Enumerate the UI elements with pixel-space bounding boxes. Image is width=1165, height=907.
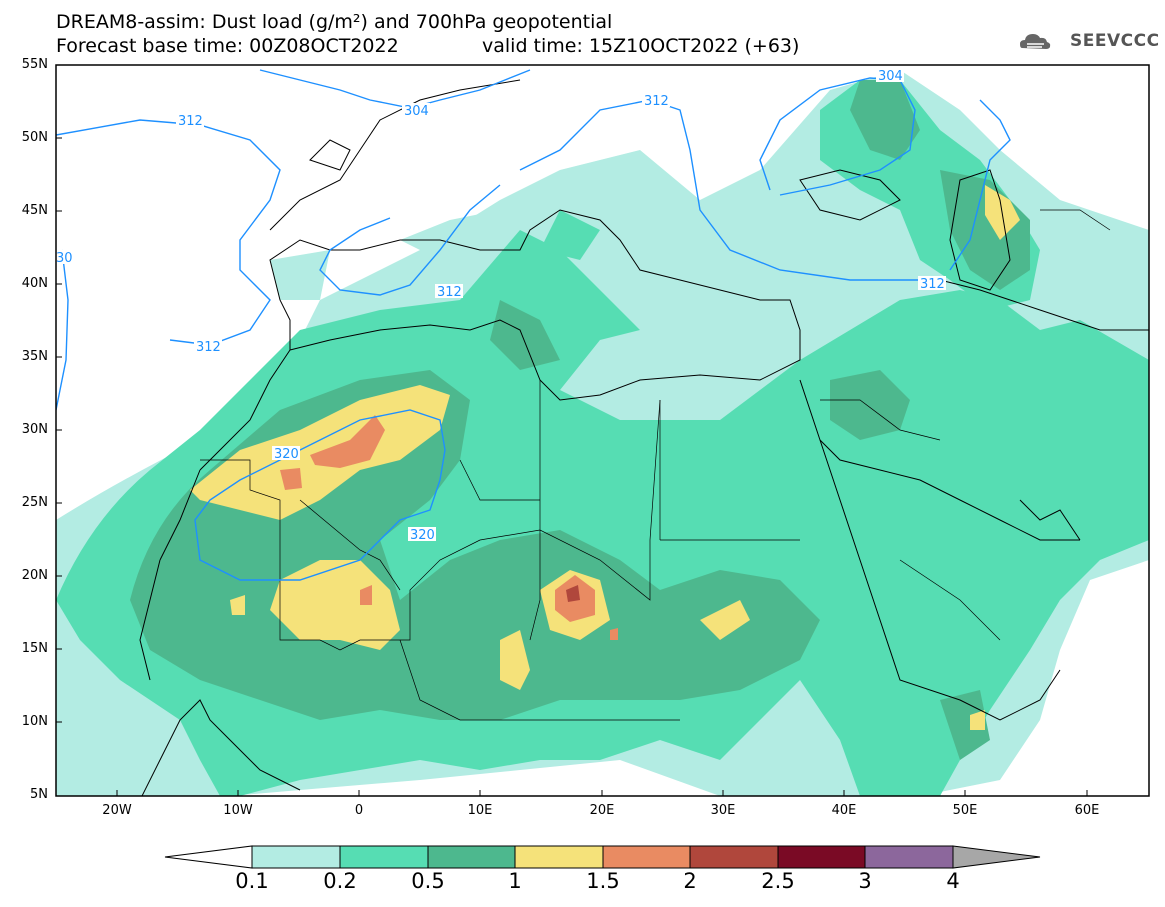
tick-marks	[56, 64, 1088, 796]
lat-label: 15N	[21, 641, 48, 656]
lat-label: 5N	[30, 787, 48, 802]
lat-label: 35N	[21, 349, 48, 364]
contour-label: 312	[178, 114, 203, 129]
lat-label: 50N	[21, 130, 48, 145]
dust-level-2	[566, 585, 580, 602]
contour-label: 304	[404, 104, 429, 119]
contour-label: 30	[56, 251, 73, 266]
colorbar-label: 1	[508, 869, 522, 893]
contour-label: 312	[644, 94, 669, 109]
colorbar-label: 4	[946, 869, 960, 893]
logo-text: SEEVCCC	[1070, 31, 1160, 51]
lon-label: 50E	[952, 803, 978, 818]
cloud-icon	[1020, 34, 1051, 49]
lat-label: 30N	[21, 422, 48, 437]
lat-label: 25N	[21, 495, 48, 510]
colorbar-label: 0.2	[323, 869, 357, 893]
colorbar-label: 2.5	[761, 869, 795, 893]
valid-time: valid time: 15Z10OCT2022 (+63)	[482, 35, 800, 57]
seevccc-logo	[1020, 34, 1051, 49]
contour-labels: 312 304 312 312 312 312 320 320 304 30	[56, 68, 946, 543]
base-time: Forecast base time: 00Z08OCT2022	[56, 35, 399, 57]
lon-label: 20W	[102, 803, 132, 818]
lon-label: 10W	[223, 803, 253, 818]
colorbar-label: 2	[683, 869, 697, 893]
colorbar-label: 0.5	[411, 869, 445, 893]
lon-label: 0	[354, 803, 364, 818]
colorbar-label: 1.5	[586, 869, 620, 893]
colorbar-label: 3	[858, 869, 872, 893]
contour-label: 312	[196, 340, 221, 355]
lon-label: 60E	[1074, 803, 1100, 818]
lat-label: 55N	[21, 57, 48, 72]
contour-label: 304	[878, 69, 903, 84]
contour-label: 320	[410, 528, 435, 543]
contour-label: 312	[437, 285, 462, 300]
lon-label: 10E	[467, 803, 493, 818]
contour-label: 320	[274, 447, 299, 462]
dust-level-1.5	[280, 415, 618, 640]
map-title: DREAM8-assim: Dust load (g/m²) and 700hP…	[56, 11, 613, 33]
lat-label: 10N	[21, 714, 48, 729]
lat-label: 40N	[21, 276, 48, 291]
lat-label: 45N	[21, 203, 48, 218]
lon-label: 20E	[589, 803, 615, 818]
colorbar-label: 0.1	[235, 869, 269, 893]
lon-label: 30E	[710, 803, 736, 818]
lat-label: 20N	[21, 568, 48, 583]
contour-label: 312	[920, 277, 945, 292]
coastlines	[139, 79, 1149, 796]
borders	[200, 209, 1111, 721]
lon-label: 40E	[831, 803, 857, 818]
